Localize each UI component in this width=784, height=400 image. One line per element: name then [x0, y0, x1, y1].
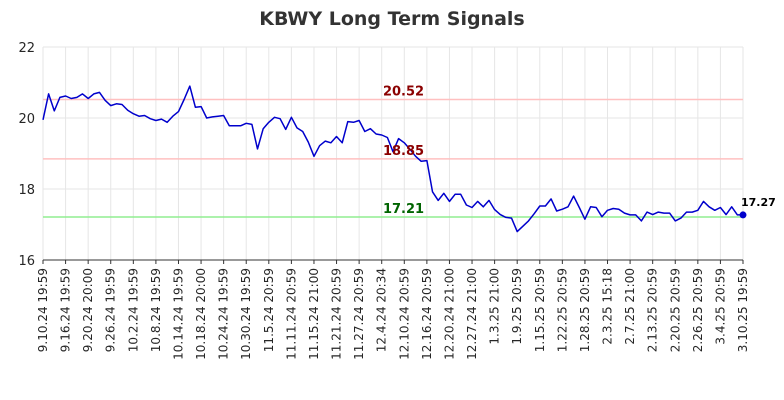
- x-tick-label: 11.21.24 20:59: [330, 268, 344, 360]
- y-tick-label: 16: [18, 254, 35, 269]
- grid: [42, 46, 744, 261]
- signal-lines: [43, 98, 743, 218]
- x-tick-label: 1.9.25 20:59: [510, 268, 524, 345]
- last-value-point: [739, 211, 747, 219]
- x-tick-label: 11.5.24 20:59: [262, 268, 276, 352]
- x-tick-label: 3.4.25 20:59: [713, 268, 727, 345]
- x-tick-label: 11.15.24 21:00: [307, 268, 321, 360]
- x-tick-label: 12.27.24 21:00: [465, 268, 479, 360]
- price-series-line: [42, 85, 743, 233]
- y-tick-label: 18: [18, 183, 35, 198]
- x-tick-label: 12.10.24 20:59: [397, 268, 411, 360]
- last-value-label: 17.27: [741, 196, 776, 209]
- x-tick-label: 9.26.24 19:59: [104, 268, 118, 352]
- x-tick-label: 2.20.25 20:59: [668, 268, 682, 352]
- x-tick-label: 10.18.24 20:00: [194, 268, 208, 360]
- x-tick-label: 1.28.25 20:59: [578, 268, 592, 352]
- x-tick-label: 10.2.24 19:59: [126, 268, 140, 352]
- x-tick-label: 10.24.24 19:59: [217, 268, 231, 360]
- x-tick-label: 9.10.24 19:59: [36, 268, 50, 352]
- x-tick-label: 2.26.25 20:59: [691, 268, 705, 352]
- x-tick-label: 2.7.25 21:00: [623, 268, 637, 345]
- x-tick-label: 10.14.24 19:59: [171, 268, 185, 360]
- x-tick-label: 10.8.24 19:59: [149, 268, 163, 352]
- x-tick-label: 11.11.24 20:59: [284, 268, 298, 360]
- x-tick-label: 1.15.25 20:59: [533, 268, 547, 352]
- x-tick-label: 12.4.24 20:34: [375, 268, 389, 352]
- x-tick-label: 12.20.24 21:00: [442, 268, 456, 360]
- x-tick-label: 11.27.24 20:59: [352, 268, 366, 360]
- chart-title: KBWY Long Term Signals: [259, 8, 524, 30]
- x-tick-label: 1.3.25 21:00: [488, 268, 502, 345]
- x-tick-label: 10.30.24 19:59: [239, 268, 253, 360]
- series-layer: [42, 85, 747, 233]
- x-tick-label: 9.20.24 20:00: [81, 268, 95, 352]
- x-tick-label: 1.22.25 20:59: [555, 268, 569, 352]
- axes: 16 18 20 22 9.10.24 19:59 9.16.24 19:59 9.20.2…: [18, 41, 750, 360]
- labels-layer: 20.52 18.85 17.21 17.27: [383, 85, 776, 218]
- y-tick-label: 22: [18, 41, 35, 56]
- x-tick-label: 2.13.25 20:59: [646, 268, 660, 352]
- x-tick-label: 3.10.25 19:59: [736, 268, 750, 352]
- signal-label: 20.52: [383, 85, 424, 100]
- signal-label: 18.85: [383, 144, 424, 159]
- x-tick-label: 9.16.24 19:59: [59, 268, 73, 352]
- signal-label: 17.21: [383, 202, 424, 217]
- x-tick-label: 2.3.25 15:18: [601, 268, 615, 345]
- x-tick-label: 12.16.24 20:59: [420, 268, 434, 360]
- y-tick-label: 20: [18, 112, 35, 127]
